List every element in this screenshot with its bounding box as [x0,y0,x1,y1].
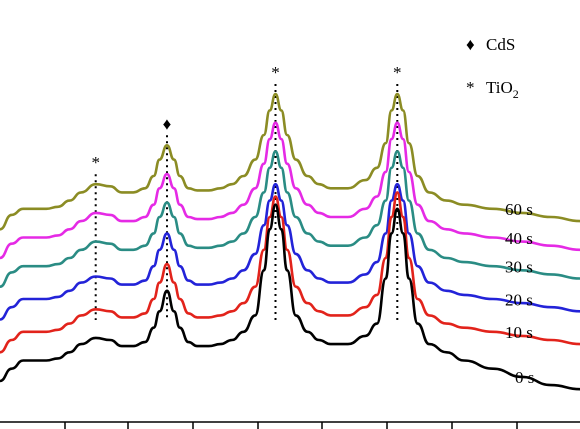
series-line-20s [0,182,580,321]
series-line-0s [0,203,580,391]
series-label-30s: 30 s [505,258,533,277]
legend-symbol-tio2: * [466,78,475,97]
peak-symbol-3: * [393,63,402,82]
series-line-40s [0,121,580,260]
x-axis-ticks [64,422,518,429]
peak-symbol-1: ♦ [163,114,172,133]
legend: ♦ CdS * TiO2 [466,35,519,101]
series-layer [0,92,580,391]
legend-label-cds: CdS [486,35,515,54]
series-label-60s: 60 s [505,200,533,219]
series-line-10s [0,191,580,354]
series-labels: 60 s 40 s 30 s 20 s 10 s 0 s [505,200,534,387]
series-label-40s: 40 s [505,229,533,248]
series-label-20s: 20 s [505,290,533,309]
series-label-0s: 0 s [515,368,534,387]
legend-label-tio2: TiO2 [486,78,519,101]
legend-symbol-cds: ♦ [466,35,475,54]
series-label-10s: 10 s [505,323,533,342]
series-line-30s [0,150,580,288]
series-line-60s [0,92,580,231]
peak-symbol-0: * [91,153,100,172]
peak-markers: * ♦ * * [91,63,402,320]
peak-symbol-2: * [271,63,280,82]
